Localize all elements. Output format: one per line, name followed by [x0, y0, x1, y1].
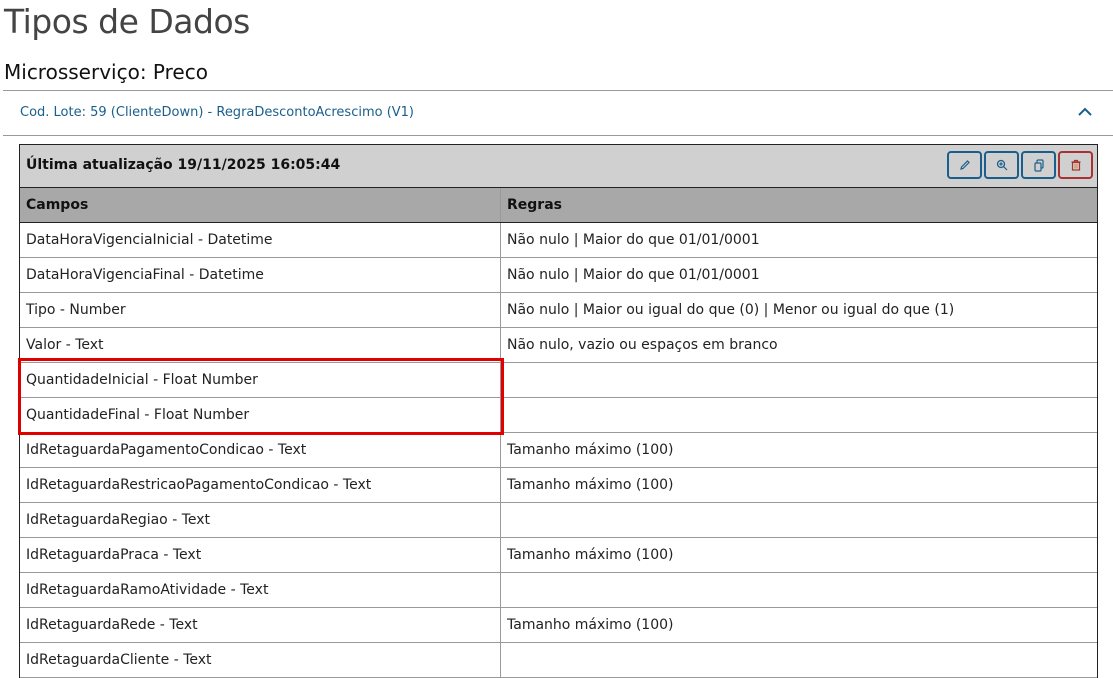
table-row: IdRetaguardaRede - Text Tamanho máximo (1…	[20, 607, 1097, 643]
last-update-text: Última atualização 19/11/2025 16:05:44	[26, 157, 341, 173]
rule-cell: Tamanho máximo (100)	[500, 467, 1097, 503]
rule-cell	[500, 397, 1097, 433]
table-row: QuantidadeFinal - Float Number	[20, 397, 1097, 433]
zoom-in-icon	[996, 159, 1007, 171]
field-cell: DataHoraVigenciaFinal - Datetime	[20, 257, 501, 293]
column-header-campos: Campos	[20, 188, 501, 223]
rule-cell	[500, 572, 1097, 608]
field-cell: Valor - Text	[20, 327, 501, 363]
table-row: IdRetaguardaPagamentoCondicao - Text Tama…	[20, 432, 1097, 468]
column-header-regras: Regras	[500, 188, 1097, 223]
field-cell: QuantidadeInicial - Float Number	[20, 362, 501, 398]
field-cell: IdRetaguardaRede - Text	[20, 607, 501, 643]
page-title: Tipos de Dados	[4, 2, 250, 41]
rule-cell: Tamanho máximo (100)	[500, 432, 1097, 468]
rule-cell: Não nulo | Maior ou igual do que (0) | M…	[500, 292, 1097, 328]
field-cell: QuantidadeFinal - Float Number	[20, 397, 501, 433]
rule-cell	[500, 642, 1097, 678]
rule-cell: Não nulo | Maior do que 01/01/0001	[500, 222, 1097, 258]
table-row: DataHoraVigenciaFinal - Datetime Não nulo…	[20, 257, 1097, 293]
table-row: IdRetaguardaRestricaoPagamentoCondicao -…	[20, 467, 1097, 503]
table-row: Tipo - Number Não nulo | Maior ou igual d…	[20, 292, 1097, 328]
field-cell: IdRetaguardaPraca - Text	[20, 537, 501, 573]
table-row: IdRetaguardaRamoAtividade - Text	[20, 572, 1097, 608]
table-row: IdRetaguardaRegiao - Text	[20, 502, 1097, 538]
page-subtitle: Microsserviço: Preco	[4, 60, 208, 84]
table-row: IdRetaguardaPraca - Text Tamanho máximo (…	[20, 537, 1097, 573]
table-row: Valor - Text Não nulo, vazio ou espaços e…	[20, 327, 1097, 363]
copy-icon	[1033, 158, 1044, 172]
panel-header: Última atualização 19/11/2025 16:05:44	[20, 145, 1097, 188]
table-header-row: Campos Regras	[20, 188, 1097, 223]
pencil-icon	[959, 160, 970, 170]
rule-cell: Não nulo | Maior do que 01/01/0001	[500, 257, 1097, 293]
view-button[interactable]	[984, 151, 1019, 179]
rule-cell: Não nulo, vazio ou espaços em branco	[500, 327, 1097, 363]
field-cell: IdRetaguardaPagamentoCondicao - Text	[20, 432, 501, 468]
table-row: IdRetaguardaCliente - Text	[20, 642, 1097, 678]
trash-icon	[1071, 159, 1080, 171]
rule-cell: Tamanho máximo (100)	[500, 537, 1097, 573]
divider	[3, 90, 1113, 91]
field-cell: Tipo - Number	[20, 292, 501, 328]
rule-cell: Tamanho máximo (100)	[500, 607, 1097, 643]
rule-cell	[500, 362, 1097, 398]
table-row: QuantidadeInicial - Float Number	[20, 362, 1097, 398]
fields-table: Campos Regras DataHoraVigenciaInicial - …	[20, 188, 1097, 678]
chevron-up-icon[interactable]	[1077, 104, 1093, 120]
panel-actions	[947, 151, 1093, 179]
field-cell: IdRetaguardaCliente - Text	[20, 642, 501, 678]
data-types-panel: Última atualização 19/11/2025 16:05:44 C…	[19, 144, 1098, 678]
field-cell: IdRetaguardaRestricaoPagamentoCondicao -…	[20, 467, 501, 503]
edit-button[interactable]	[947, 151, 982, 179]
field-cell: IdRetaguardaRamoAtividade - Text	[20, 572, 501, 608]
delete-button[interactable]	[1058, 151, 1093, 179]
field-cell: IdRetaguardaRegiao - Text	[20, 502, 501, 538]
field-cell: DataHoraVigenciaInicial - Datetime	[20, 222, 501, 258]
copy-button[interactable]	[1021, 151, 1056, 179]
table-row: DataHoraVigenciaInicial - Datetime Não nu…	[20, 222, 1097, 258]
lote-accordion-header[interactable]: Cod. Lote: 59 (ClienteDown) - RegraDesco…	[20, 105, 415, 120]
rule-cell	[500, 502, 1097, 538]
divider	[3, 135, 1113, 136]
